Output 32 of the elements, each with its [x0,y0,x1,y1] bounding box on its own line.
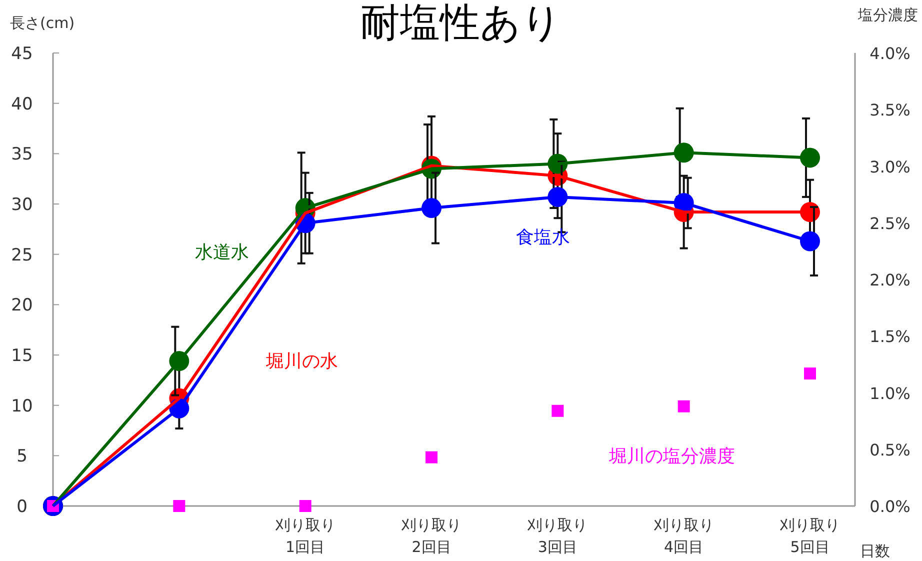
y-tick-label: 25 [11,245,33,266]
series-label: 水道水 [195,242,249,263]
x-tick-label: 刈り取り 3回目 [526,516,588,556]
y2-tick-label: 3.5% [870,100,910,120]
y-tick-label: 5 [16,446,28,467]
y2-tick-label: 2.5% [870,214,910,233]
y2-tick-label: 1.0% [870,384,910,403]
y2-tick-label: 3.0% [870,157,910,176]
y-tick-label: 40 [11,94,33,114]
y-tick-label: 15 [11,346,33,366]
y-tick-label: 30 [11,195,33,215]
chart-title: 耐塩性あり [360,0,562,46]
y2-tick-label: 1.5% [870,327,910,346]
y-tick-label: 20 [11,296,33,316]
x-tick-label: 刈り取り 4回目 [652,516,714,556]
text: 堀川の塩分濃度 [608,446,735,467]
y2-tick-label: 2.0% [870,270,910,290]
x-tick-label: 刈り取り 2回目 [400,516,462,556]
y2-tick-label: 0.0% [870,497,910,516]
y2-axis-title: 塩分濃度 [857,6,918,24]
y2-tick-label: 0.5% [870,440,910,460]
y-axis-title: 長さ(cm) [10,14,75,32]
y-tick-label: 0 [16,497,28,517]
y-tick-label: 45 [11,44,33,64]
x-axis-title: 日数 [860,542,890,560]
text: 堀川の水 [265,351,338,372]
y-tick-label: 35 [11,144,33,165]
y-tick-label: 10 [11,396,33,416]
y2-tick-label: 4.0% [870,44,910,63]
series-label: 食塩水 [516,227,570,248]
x-tick-label: 刈り取り 5回目 [779,516,840,556]
x-tick-label: 刈り取り 1回目 [274,516,336,556]
